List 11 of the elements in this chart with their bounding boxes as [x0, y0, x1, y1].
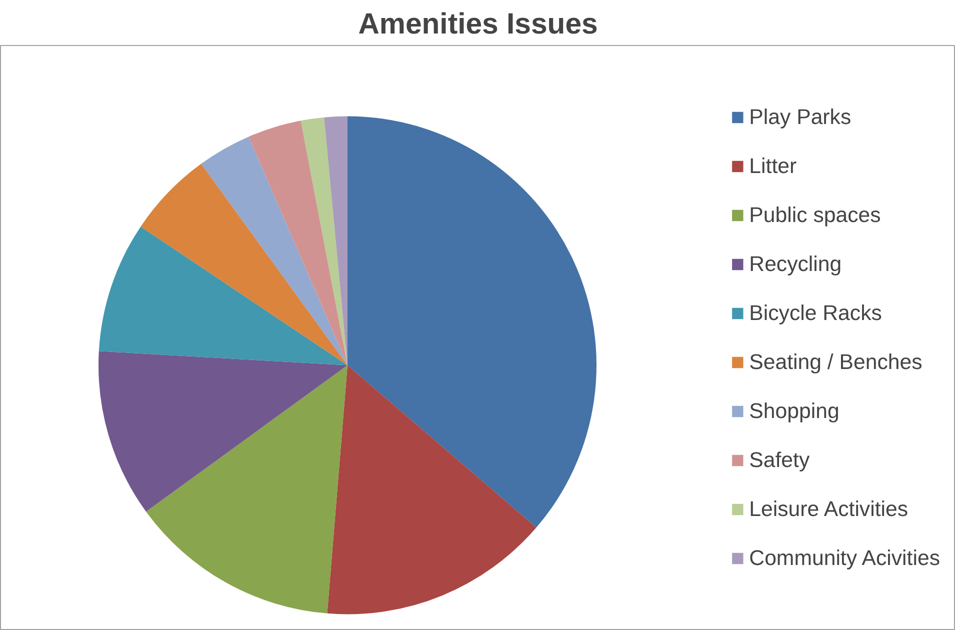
legend-label: Play Parks	[749, 104, 852, 130]
legend-label: Shopping	[749, 398, 840, 424]
legend-label: Bicycle Racks	[749, 300, 882, 326]
chart-title: Amenities Issues	[358, 8, 598, 40]
legend-label: Seating / Benches	[749, 350, 922, 374]
legend-label: Community Acivities	[749, 546, 940, 570]
legend-label: Public spaces	[749, 202, 881, 228]
legend-label: Leisure Activities	[749, 496, 908, 522]
legend-label: Recycling	[749, 252, 842, 276]
legend-label: Litter	[749, 154, 797, 178]
legend-label: Safety	[749, 448, 810, 472]
